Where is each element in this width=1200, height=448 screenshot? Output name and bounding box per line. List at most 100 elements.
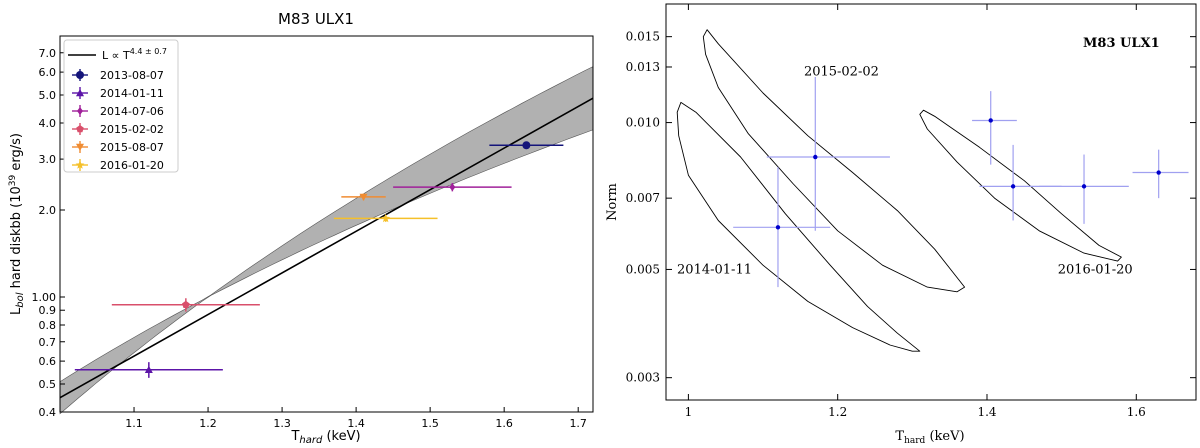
x-tick-label: 1.2 xyxy=(199,417,217,430)
right-x-axis-label-unit: (keV) xyxy=(925,429,964,444)
contour-label: 2016-01-20 xyxy=(1058,263,1133,278)
right-confidence-contours xyxy=(676,29,1122,352)
left-x-axis-label: Thard (keV) xyxy=(290,429,360,446)
x-tick-label: 1.2 xyxy=(828,405,847,419)
y-tick-label: 7.0 xyxy=(39,47,57,60)
left-plot-frame xyxy=(59,35,594,413)
left-x-axis-label-unit: (keV) xyxy=(322,429,360,444)
left-y-axis-label-rest: hard diskbb (10 xyxy=(9,186,24,292)
legend-label: 2014-07-06 xyxy=(100,105,164,118)
contour-label: 2014-01-11 xyxy=(677,263,752,278)
legend-label: 2014-01-11 xyxy=(100,87,164,100)
y-tick-label: 0.4 xyxy=(39,406,57,419)
data-point xyxy=(733,167,831,288)
left-x-axis-label-main: T xyxy=(290,429,299,444)
data-point xyxy=(1039,154,1129,224)
data-point-2015-08-07 xyxy=(341,193,386,201)
left-y-axis-label: Lbol hard diskbb (1039 erg/s) xyxy=(8,133,26,315)
left-legend: L ∝ T4.4 ± 0.7 2013-08-07 2014-01-11 2014-… xyxy=(63,39,179,173)
legend-marker xyxy=(75,160,85,169)
right-x-axis-label: Thard (keV) xyxy=(895,429,964,446)
x-tick-label: 1.3 xyxy=(273,417,291,430)
left-x-axis: 1.1 1.2 1.3 1.4 1.5 1.6 1.7 xyxy=(125,407,587,430)
x-tick-label: 1.6 xyxy=(1127,405,1146,419)
right-y-axis: 0.003 0.005 0.007 0.010 0.013 0.015 xyxy=(626,30,1196,385)
left-chart: M83 ULX1 1.1 1.2 1.3 1.4 1.5 1.6 1.7 0.4 0.5 0.6… xyxy=(8,10,594,446)
legend-item-2014-07-06: 2014-07-06 xyxy=(72,105,164,118)
marker xyxy=(1081,184,1087,189)
right-x-axis-label-sub: hard xyxy=(904,436,925,446)
right-data-points xyxy=(733,76,1189,288)
data-point-2013-08-07 xyxy=(489,141,564,150)
data-point-2014-07-06 xyxy=(393,182,512,192)
left-data-points xyxy=(74,141,564,378)
x-tick-label: 1.4 xyxy=(347,417,365,430)
y-tick-label: 0.013 xyxy=(626,60,660,74)
y-tick-label: 3.0 xyxy=(39,153,57,166)
legend-item-2016-01-20: 2016-01-20 xyxy=(72,159,164,172)
y-tick-label: 6.0 xyxy=(39,66,57,79)
y-tick-label: 4.0 xyxy=(39,117,57,130)
marker xyxy=(988,118,993,123)
data-point xyxy=(972,91,1017,165)
marker xyxy=(1156,170,1161,175)
legend-label: 2015-02-02 xyxy=(100,123,164,136)
right-chart: 2015-02-02 2014-01-11 2016-01-20 M83 ULX1 1… xyxy=(605,3,1197,446)
legend-frame xyxy=(63,39,179,173)
y-tick-label: 2.0 xyxy=(39,204,57,217)
left-fit-line xyxy=(59,97,594,399)
y-tick-label: 0.8 xyxy=(39,319,57,332)
marker-pentagon xyxy=(182,300,190,308)
x-tick-label: 1.1 xyxy=(125,417,143,430)
data-point xyxy=(766,76,890,231)
left-y-axis-label-unit: erg/s) xyxy=(9,133,24,175)
legend-fit-label-exp: 4.4 ± 0.7 xyxy=(130,47,167,56)
y-tick-label: 0.015 xyxy=(626,30,660,44)
legend-fit-label: L ∝ T4.4 ± 0.7 xyxy=(102,47,167,62)
data-point-2016-01-20 xyxy=(333,213,438,223)
x-tick-label: 1.6 xyxy=(495,417,513,430)
data-point-2015-02-02 xyxy=(111,298,260,312)
legend-label: 2015-08-07 xyxy=(100,141,164,154)
legend-marker xyxy=(76,89,84,97)
contour-2016-01-20 xyxy=(919,109,1122,262)
x-tick-label: 1.5 xyxy=(421,417,439,430)
contour-2015-02-02 xyxy=(702,29,966,293)
data-point-2014-01-11 xyxy=(74,362,223,378)
y-tick-label: 5.0 xyxy=(39,89,57,102)
x-tick-label: 1.7 xyxy=(569,417,587,430)
fit-line xyxy=(59,97,594,399)
marker-triangle-down xyxy=(359,193,368,201)
y-tick-label: 0.007 xyxy=(626,191,660,205)
right-y-axis-label: Norm xyxy=(605,183,620,221)
marker xyxy=(775,225,781,230)
marker-triangle xyxy=(144,365,153,373)
legend-item-2014-01-11: 2014-01-11 xyxy=(72,87,164,100)
marker-circle xyxy=(522,141,531,150)
left-y-axis: 0.4 0.5 0.6 0.7 0.8 0.91.00 2.0 3.0 4.0 5.0 6.0 7.0 xyxy=(32,47,65,419)
marker xyxy=(1010,184,1016,189)
left-chart-title: M83 ULX1 xyxy=(278,10,354,28)
legend-item-2013-08-07: 2013-08-07 xyxy=(72,69,164,82)
x-tick-label: 1.4 xyxy=(977,405,996,419)
legend-marker xyxy=(77,107,83,115)
right-x-axis-label-main: T xyxy=(895,429,904,444)
y-tick-label: 0.5 xyxy=(39,378,57,391)
right-plot-frame xyxy=(665,3,1197,401)
legend-fit-label-main: L ∝ T xyxy=(102,49,130,62)
y-tick-label: 0.005 xyxy=(626,262,660,276)
y-tick-label: 1.00 xyxy=(32,291,57,304)
marker xyxy=(813,154,818,160)
y-tick-label: 0.6 xyxy=(39,355,57,368)
marker-diamond xyxy=(449,183,456,192)
legend-marker xyxy=(76,125,84,133)
y-tick-label: 0.003 xyxy=(626,371,660,385)
y-tick-label: 0.9 xyxy=(39,304,57,317)
contour-label: 2015-02-02 xyxy=(804,64,879,79)
legend-marker xyxy=(76,71,84,79)
data-point xyxy=(1132,149,1189,199)
legend-item-2015-02-02: 2015-02-02 xyxy=(72,123,164,136)
left-y-axis-label-sub: bol xyxy=(15,292,26,307)
legend-marker xyxy=(76,143,84,151)
